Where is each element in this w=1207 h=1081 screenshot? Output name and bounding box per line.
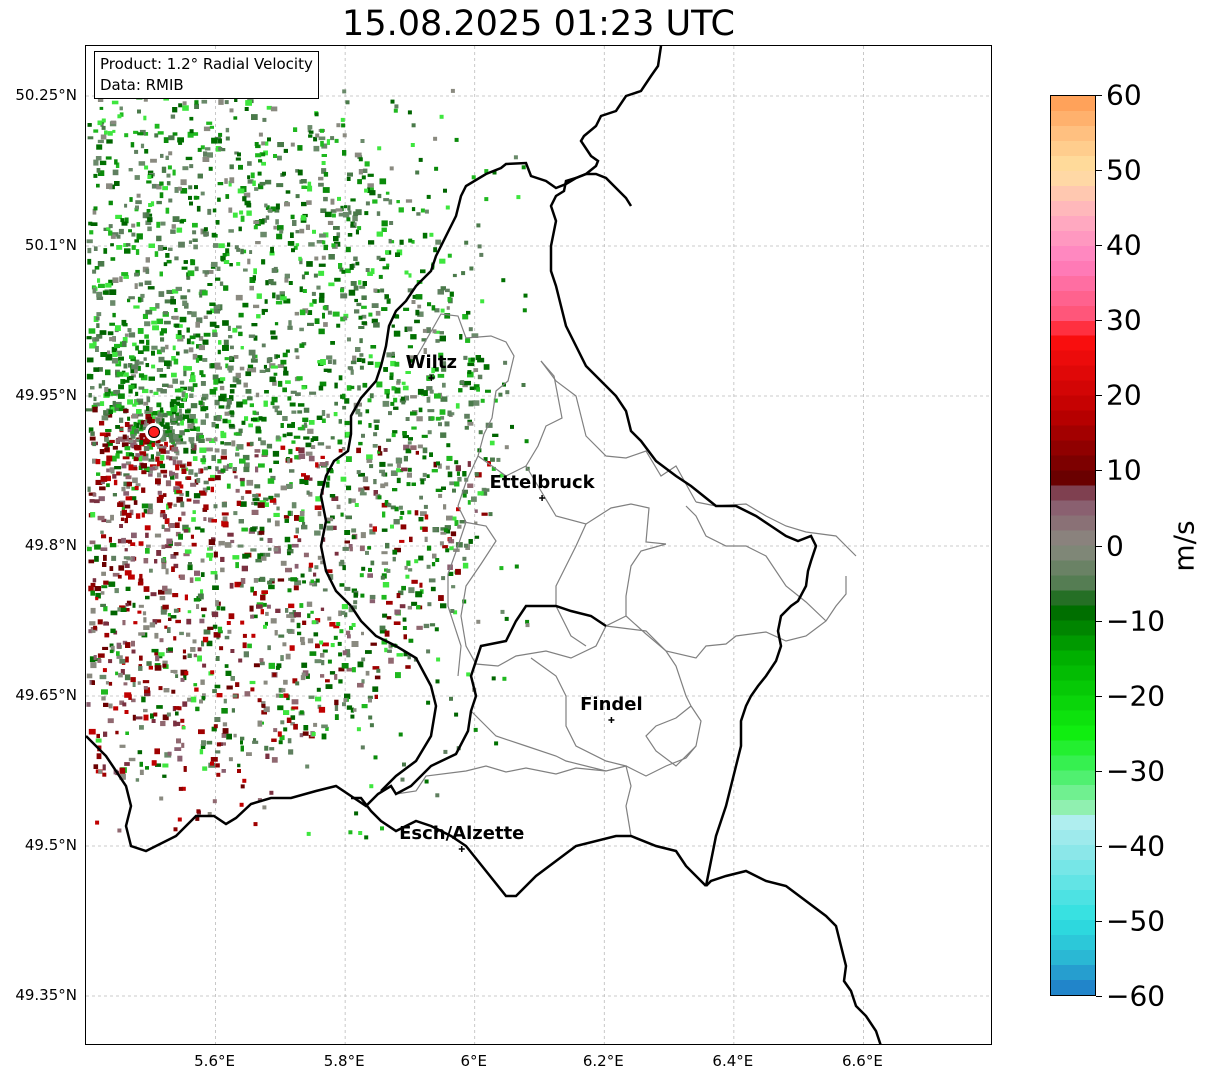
- colorbar-tick-label: −50: [1106, 904, 1166, 938]
- colorbar-tick-label: 0: [1106, 529, 1124, 562]
- colorbar-tick-label: 20: [1106, 378, 1142, 412]
- map-panel[interactable]: Wiltz Ettelbruck Findel Esch/Alzette: [85, 45, 992, 1045]
- canton-boundary-line: [470, 710, 607, 772]
- colorbar-tick-mark: [1096, 845, 1102, 847]
- city-label: Ettelbruck: [490, 472, 596, 493]
- lux-border-southwest: [351, 796, 707, 898]
- colorbar-tick-mark: [1096, 470, 1102, 472]
- colorbar-tick-mark: [1096, 996, 1102, 997]
- lux-border-east: [549, 46, 818, 887]
- national-border-line: [319, 161, 633, 607]
- lat-tick-label: 49.5°N: [24, 836, 77, 854]
- lat-tick-label: 49.8°N: [24, 536, 77, 554]
- canton-boundary-line: [555, 523, 587, 647]
- national-border-line: [526, 164, 631, 221]
- colorbar-tick-mark: [1096, 95, 1102, 96]
- colorbar-tick-mark: [1096, 395, 1102, 397]
- product-label: Product: 1.2° Radial Velocity: [100, 55, 313, 73]
- lon-tick-label: 6.6°E: [842, 1052, 883, 1070]
- lon-tick-label: 6°E: [460, 1052, 487, 1070]
- lon-tick-label: 5.6°E: [194, 1052, 235, 1070]
- city-label: Esch/Alzette: [399, 823, 524, 844]
- lon-tick-label: 6.2°E: [582, 1052, 624, 1070]
- data-source-label: Data: RMIB: [100, 76, 184, 94]
- canton-boundary-line: [477, 455, 667, 545]
- velocity-colorbar: [1050, 95, 1096, 996]
- colorbar-tick-mark: [1096, 545, 1102, 547]
- colorbar-tick-label: 40: [1106, 228, 1142, 262]
- colorbar-tick-mark: [1096, 695, 1102, 697]
- lon-tick-label: 6.4°E: [712, 1052, 754, 1070]
- lat-tick-label: 50.1°N: [24, 236, 77, 254]
- colorbar-tick-label: 50: [1106, 153, 1142, 187]
- colorbar-tick-label: 10: [1106, 453, 1142, 487]
- colorbar-tick-mark: [1096, 245, 1102, 247]
- colorbar-tick-label: −30: [1106, 754, 1166, 788]
- canton-boundary-line: [685, 505, 827, 622]
- colorbar-tick-label: −10: [1106, 604, 1166, 638]
- national-border-line: [86, 604, 607, 853]
- colorbar-tick-mark: [1096, 620, 1102, 622]
- colorbar-tick-label: 30: [1106, 303, 1142, 337]
- lon-tick-label: 5.8°E: [323, 1052, 365, 1070]
- colorbar-tick-label: −20: [1106, 679, 1166, 713]
- canton-boundary-line: [625, 543, 847, 659]
- colorbar-tick-mark: [1096, 920, 1102, 922]
- colorbar-tick-label: −40: [1106, 829, 1166, 863]
- city-markers: Wiltz Ettelbruck Findel Esch/Alzette: [399, 352, 643, 852]
- national-border-line: [366, 834, 506, 1006]
- city-marker: Findel: [580, 694, 643, 723]
- lat-tick-label: 49.65°N: [15, 686, 77, 704]
- lat-tick-label: 50.25°N: [15, 86, 77, 104]
- product-info-box: Product: 1.2° Radial Velocity Data: RMIB: [94, 51, 319, 99]
- colorbar-tick-mark: [1096, 770, 1102, 772]
- city-marker: Esch/Alzette: [399, 823, 524, 852]
- canton-boundary-line: [395, 765, 632, 837]
- lux-border-south: [705, 869, 882, 1044]
- radar-site-marker: [145, 423, 164, 441]
- canton-boundaries: [395, 313, 857, 837]
- city-label: Wiltz: [406, 352, 457, 373]
- colorbar-unit-label: m/s: [1167, 520, 1201, 572]
- canton-boundary-line: [525, 360, 563, 467]
- city-marker: Wiltz: [406, 352, 457, 381]
- canton-boundary-line: [530, 657, 702, 777]
- lat-tick-label: 49.95°N: [15, 386, 77, 404]
- national-border-line: [349, 605, 438, 792]
- colorbar-tick-mark: [1096, 320, 1102, 322]
- national-border-line: [631, 206, 741, 366]
- city-marker: Ettelbruck: [490, 472, 596, 501]
- radar-echoes: [86, 88, 530, 840]
- city-label: Findel: [580, 694, 643, 715]
- canton-boundary-line: [415, 313, 515, 677]
- canton-boundary-line: [605, 625, 692, 707]
- radar-map: Wiltz Ettelbruck Findel Esch/Alzette: [86, 46, 991, 1044]
- colorbar-tick-label: −60: [1106, 979, 1166, 1013]
- country-borders: [86, 46, 882, 1044]
- canton-boundary-line: [645, 705, 697, 767]
- radar-site-dot: [148, 426, 161, 438]
- grid-lines: [86, 46, 991, 1044]
- colorbar-tick-label: 60: [1106, 78, 1142, 112]
- map-title: 15.08.2025 01:23 UTC: [342, 4, 735, 44]
- colorbar-tick-mark: [1096, 170, 1102, 172]
- lat-tick-label: 49.35°N: [15, 986, 77, 1004]
